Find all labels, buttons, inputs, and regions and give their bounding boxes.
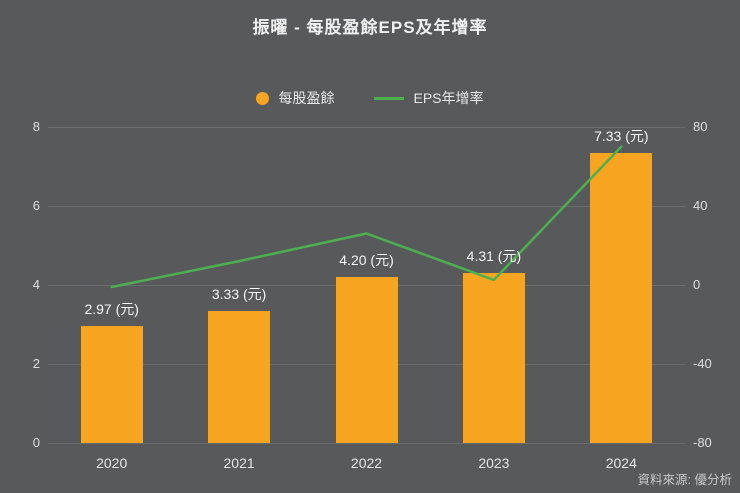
gridline [48,443,685,444]
x-axis-label: 2023 [478,455,510,471]
x-axis-label: 2021 [223,455,255,471]
left-axis-tick-label: 4 [32,277,40,292]
x-axis-label: 2020 [96,455,128,471]
legend-label-eps: 每股盈餘 [278,90,335,106]
left-axis-tick-label: 0 [32,435,40,450]
legend-item-growth[interactable]: EPS年增率 [374,88,484,108]
legend-item-eps[interactable]: 每股盈餘 [256,88,334,108]
x-axis-label: 2022 [350,455,383,471]
right-axis-tick-label: -80 [693,435,712,450]
left-axis-tick-label: 2 [32,356,40,371]
right-axis-tick-label: 40 [693,198,708,213]
legend-label-growth: EPS年增率 [413,90,484,106]
right-axis-tick-label: 0 [693,277,701,292]
bar-value-label: 4.31 (元) [466,247,522,264]
x-axis-label: 2024 [605,455,637,471]
gridline [48,127,685,128]
bar-2023[interactable] [462,272,525,443]
left-axis-tick-label: 6 [32,198,40,213]
bar-value-label: 7.33 (元) [594,128,649,145]
eps-dot-icon [256,91,270,105]
chart-title: 振曜 - 每股盈餘EPS及年增率 [252,18,488,37]
right-axis-tick-label: 80 [693,119,708,134]
legend: 每股盈餘 EPS年增率 [0,88,740,108]
left-axis-tick-label: 8 [32,119,40,134]
bar-value-label: 4.20 (元) [339,252,394,269]
bar-2020[interactable] [80,325,143,443]
chart-area: 2.97 (元) 3.33 (元) 4.20 (元) 4.31 (元) 7.33 (元)… [0,115,740,480]
data-source: 資料來源: 優分析 [637,473,732,487]
bar-value-label: 3.33 (元) [211,286,267,303]
bar-value-label: 2.97 (元) [84,300,139,317]
plot-area: 2.97 (元) 3.33 (元) 4.20 (元) 4.31 (元) 7.33 (元) [48,127,685,444]
right-axis-tick-label: -40 [693,356,712,371]
growth-line-icon [374,96,405,100]
bar-2022[interactable] [335,277,398,443]
bar-2024[interactable] [590,153,653,443]
bar-2021[interactable] [208,311,271,443]
